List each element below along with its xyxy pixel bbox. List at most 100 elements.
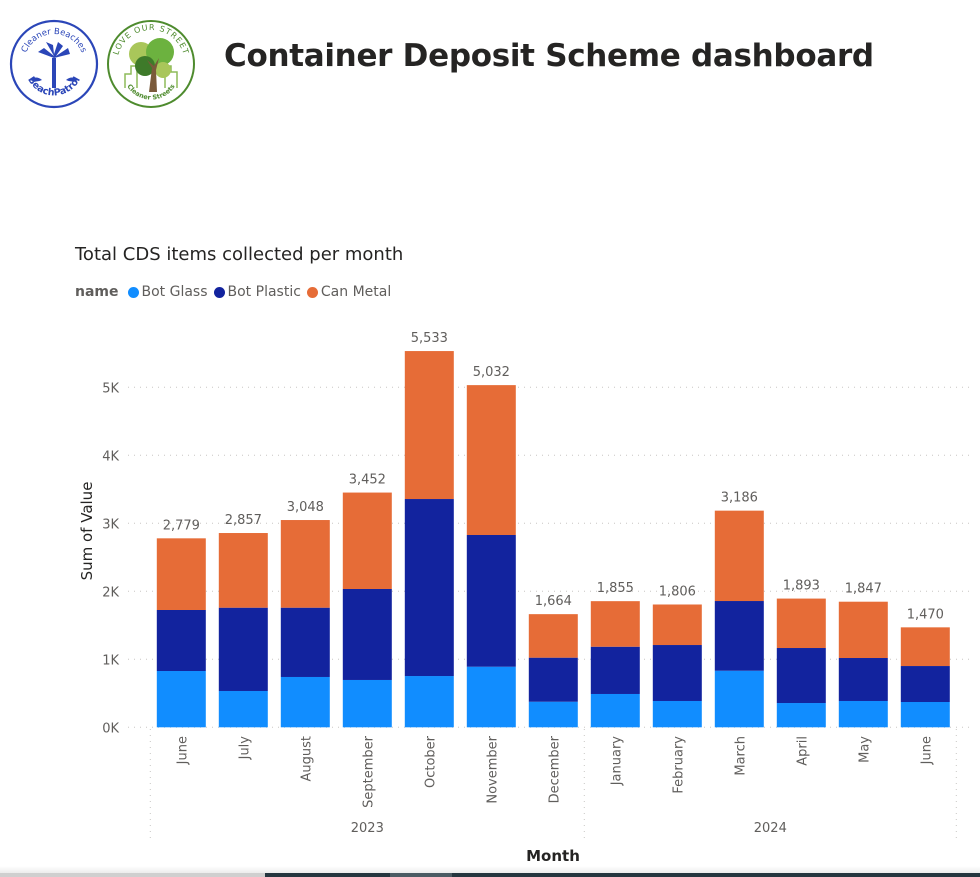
bar-segment-bot-plastic: [900, 666, 950, 703]
total-data-label: 3,452: [349, 473, 386, 488]
x-tick-label: November: [485, 735, 500, 803]
total-data-label: 5,533: [411, 331, 448, 346]
y-tick-label: 3K: [102, 517, 119, 532]
total-data-label: 1,806: [659, 584, 696, 599]
bar-segment-can-metal: [838, 601, 888, 659]
bar-segment-bot-plastic: [714, 601, 764, 671]
year-group-label: 2024: [754, 821, 787, 836]
x-tick-label: October: [423, 735, 438, 788]
chart-legend: name Bot Glass Bot Plastic Can Metal: [75, 284, 397, 300]
page-navigation-bar[interactable]: [265, 873, 980, 877]
bar-segment-bot-glass: [900, 702, 950, 728]
total-data-label: 1,893: [783, 579, 820, 594]
bars: [156, 351, 950, 728]
total-data-label: 1,855: [597, 581, 634, 596]
x-tick-label: February: [671, 736, 686, 794]
x-tick-label: July: [237, 736, 252, 761]
bar-segment-bot-plastic: [776, 648, 826, 704]
bar-segment-can-metal: [404, 351, 454, 500]
total-data-label: 2,857: [225, 513, 262, 528]
x-tick-label: June: [175, 736, 190, 765]
bar-segment-bot-glass: [156, 670, 206, 728]
legend-item-bot-plastic[interactable]: Bot Plastic: [213, 284, 301, 300]
bar-segment-bot-plastic: [652, 645, 702, 701]
bar-segment-can-metal: [776, 598, 826, 649]
bar-segment-can-metal: [466, 385, 516, 535]
bar-segment-bot-glass: [466, 666, 516, 728]
x-tick-label: January: [609, 736, 624, 787]
total-labels: 2,779 2,857 3,048 3,452 5,533 5,032 1,664 1,855…: [163, 331, 944, 622]
legend-label-bot-glass: Bot Glass: [141, 284, 208, 300]
x-axis-ticks: June July August September October November De…: [175, 735, 934, 808]
legend-dot-bot-glass: [127, 286, 139, 298]
total-data-label: 1,470: [907, 607, 944, 622]
bar-segment-bot-glass: [590, 693, 640, 728]
legend-item-bot-glass[interactable]: Bot Glass: [127, 284, 208, 300]
bar-segment-can-metal: [900, 627, 950, 667]
bar-segment-bot-plastic: [528, 657, 578, 702]
beach-patrol-logo: Cleaner Beaches BeachPatrol: [9, 19, 99, 109]
bar-segment-can-metal: [218, 533, 268, 608]
x-tick-label: March: [733, 736, 748, 776]
legend-dot-can-metal: [306, 286, 318, 298]
legend-item-can-metal[interactable]: Can Metal: [306, 284, 392, 300]
bar-segment-bot-glass: [280, 676, 330, 728]
bar-segment-bot-plastic: [218, 607, 268, 691]
bar-segment-bot-plastic: [280, 607, 330, 677]
footer-shadow: [0, 866, 980, 873]
total-data-label: 3,048: [287, 500, 324, 515]
x-axis-title: Month: [526, 847, 580, 865]
page-title: Container Deposit Scheme dashboard: [224, 38, 874, 74]
bar-segment-bot-glass: [776, 703, 826, 728]
bar-segment-can-metal: [714, 510, 764, 602]
y-axis-title: Sum of Value: [78, 482, 96, 581]
y-tick-label: 1K: [102, 653, 119, 668]
total-data-label: 1,664: [535, 594, 572, 609]
page-navigation-thumb[interactable]: [390, 873, 452, 877]
bar-segment-bot-glass: [838, 700, 888, 728]
legend-label-bot-plastic: Bot Plastic: [227, 284, 301, 300]
x-tick-label: August: [299, 736, 314, 782]
legend-dot-bot-plastic: [213, 286, 225, 298]
bar-segment-bot-glass: [218, 690, 268, 728]
bar-segment-bot-plastic: [590, 646, 640, 694]
bar-segment-bot-glass: [652, 700, 702, 728]
bar-segment-bot-glass: [714, 670, 764, 728]
y-axis-ticks: 0K 1K 2K 3K 4K 5K: [102, 381, 119, 736]
year-groups: 2023 2024: [149, 729, 957, 840]
bar-segment-can-metal: [652, 604, 702, 646]
bar-segment-can-metal: [528, 614, 578, 658]
bar-segment-can-metal: [156, 538, 206, 610]
bar-segment-bot-glass: [342, 679, 392, 728]
bar-segment-bot-glass: [528, 701, 578, 728]
year-group-label: 2023: [351, 821, 384, 836]
palm-tree-icon: [30, 42, 78, 88]
bar-segment-bot-glass: [404, 676, 454, 728]
bar-segment-can-metal: [280, 520, 330, 608]
bar-segment-can-metal: [590, 601, 640, 647]
total-data-label: 2,779: [163, 518, 200, 533]
bar-segment-bot-plastic: [156, 610, 206, 671]
chart-title: Total CDS items collected per month: [75, 244, 404, 265]
footer-strip: [0, 873, 265, 877]
bar-segment-bot-plastic: [404, 499, 454, 677]
x-tick-label: September: [361, 735, 376, 808]
x-tick-label: May: [857, 736, 872, 763]
total-data-label: 1,847: [845, 582, 882, 597]
y-tick-label: 5K: [102, 381, 119, 396]
tree-icon: [124, 38, 178, 92]
total-data-label: 5,032: [473, 365, 510, 380]
bar-segment-bot-plastic: [838, 658, 888, 701]
legend-label-can-metal: Can Metal: [320, 284, 392, 300]
love-our-street-logo: LOVE OUR STREET Cleaner Streets: [107, 20, 195, 108]
bar-segment-bot-plastic: [466, 534, 516, 667]
y-tick-label: 0K: [102, 721, 119, 736]
y-tick-label: 4K: [102, 449, 119, 464]
bar-segment-can-metal: [342, 492, 392, 589]
x-tick-label: June: [919, 736, 934, 765]
x-tick-label: December: [547, 735, 562, 803]
legend-title: name: [75, 284, 119, 300]
x-tick-label: April: [795, 736, 810, 766]
y-tick-label: 2K: [102, 585, 119, 600]
